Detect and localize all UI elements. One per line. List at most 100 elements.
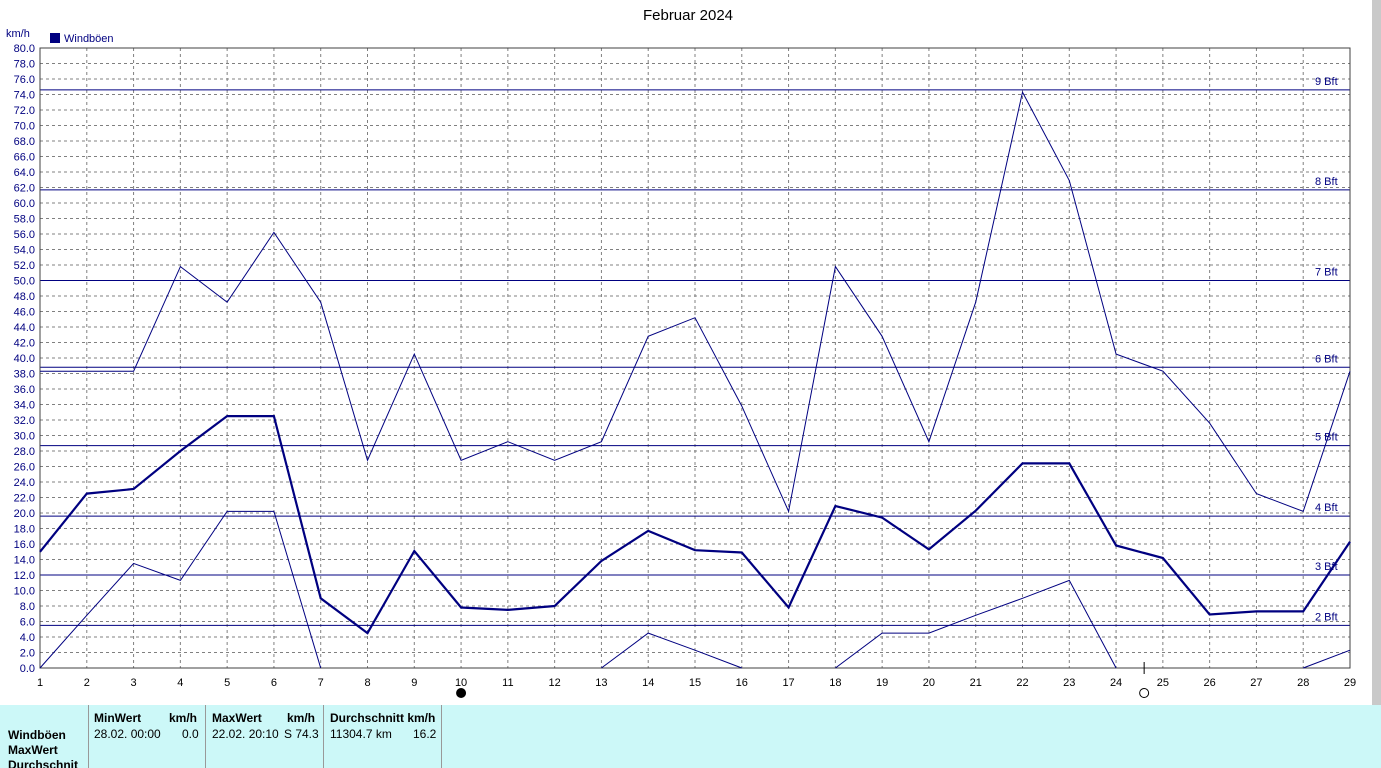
x-tick-label: 21 <box>970 677 982 689</box>
series-line-max <box>40 90 1351 514</box>
series-line-min <box>835 579 1117 669</box>
y-tick-label: 64.0 <box>14 167 35 179</box>
y-tick-label: 30.0 <box>14 431 35 443</box>
stats-min-header: MinWert <box>94 711 142 725</box>
x-tick-label: 9 <box>411 677 417 689</box>
stats-row-label: Durchschnit <box>8 758 79 768</box>
x-tick-label: 13 <box>595 677 607 689</box>
x-tick-label: 16 <box>736 677 748 689</box>
y-tick-label: 2.0 <box>20 648 35 660</box>
y-tick-label: 4.0 <box>20 632 35 644</box>
y-tick-label: 70.0 <box>14 121 35 133</box>
x-tick-label: 20 <box>923 677 935 689</box>
full-moon-icon <box>1139 688 1150 698</box>
beaufort-label: 8 Bft <box>1315 176 1338 188</box>
x-tick-label: 24 <box>1110 677 1122 689</box>
stats-min-value: 0.0 <box>182 727 199 741</box>
x-tick-label: 5 <box>224 677 230 689</box>
stats-min-unit: km/h <box>169 711 198 725</box>
stats-divider <box>323 705 324 768</box>
x-tick-label: 1 <box>37 677 43 689</box>
y-tick-label: 54.0 <box>14 245 35 257</box>
x-tick-label: 8 <box>364 677 370 689</box>
x-tick-label: 11 <box>502 677 513 689</box>
y-tick-label: 52.0 <box>14 260 35 272</box>
stats-panel-edge <box>1372 705 1381 768</box>
x-tick-label: 6 <box>271 677 277 689</box>
x-tick-label: 18 <box>829 677 841 689</box>
stats-divider <box>205 705 206 768</box>
x-tick-label: 22 <box>1016 677 1028 689</box>
beaufort-label: 9 Bft <box>1315 76 1338 88</box>
y-tick-label: 42.0 <box>14 338 35 350</box>
y-tick-label: 28.0 <box>14 446 35 458</box>
y-tick-label: 46.0 <box>14 307 35 319</box>
new-moon-icon <box>456 688 467 698</box>
y-tick-label: 44.0 <box>14 322 35 334</box>
chart-title: Februar 2024 <box>643 7 733 24</box>
beaufort-label: 5 Bft <box>1315 432 1338 444</box>
y-tick-label: 74.0 <box>14 90 35 102</box>
plot-frame <box>39 47 1351 669</box>
beaufort-label: 4 Bft <box>1315 502 1338 514</box>
x-tick-label: 23 <box>1063 677 1075 689</box>
x-tick-label: 29 <box>1344 677 1356 689</box>
series-line-min <box>601 632 742 669</box>
x-tick-label: 27 <box>1250 677 1262 689</box>
y-tick-label: 26.0 <box>14 462 35 474</box>
y-tick-label: 40.0 <box>14 353 35 365</box>
y-tick-label: 48.0 <box>14 291 35 303</box>
x-tick-label: 7 <box>318 677 324 689</box>
beaufort-label: 2 Bft <box>1315 611 1338 623</box>
y-tick-label: 68.0 <box>14 136 35 148</box>
stats-max-unit: km/h <box>287 711 316 725</box>
y-tick-label: 8.0 <box>20 601 35 613</box>
x-tick-label: 10 <box>455 677 467 689</box>
stats-avg-distance: 11304.7 km <box>330 727 392 741</box>
stats-panel: Windböen MaxWert Durchschnit MinWert km/… <box>0 705 1372 768</box>
legend-swatch <box>50 33 60 43</box>
y-tick-label: 6.0 <box>20 617 35 629</box>
y-tick-label: 34.0 <box>14 400 35 412</box>
stats-max-header: MaxWert <box>212 711 262 725</box>
y-tick-label: 18.0 <box>14 524 35 536</box>
x-tick-label: 17 <box>782 677 794 689</box>
series-line-avg <box>39 415 1351 635</box>
y-tick-label: 38.0 <box>14 369 35 381</box>
x-tick-label: 12 <box>549 677 561 689</box>
stats-divider <box>441 705 442 768</box>
y-tick-label: 10.0 <box>14 586 35 598</box>
series-line-min <box>39 510 322 669</box>
y-tick-label: 72.0 <box>14 105 35 117</box>
right-scrollbar <box>1372 0 1381 705</box>
y-tick-label: 20.0 <box>14 508 35 520</box>
y-tick-label: 36.0 <box>14 384 35 396</box>
x-tick-label: 28 <box>1297 677 1309 689</box>
y-tick-label: 56.0 <box>14 229 35 241</box>
stats-avg-header: Durchschnitt km/h <box>330 711 436 725</box>
x-tick-label: 19 <box>876 677 888 689</box>
legend-label: Windböen <box>64 33 114 45</box>
stats-avg-value: 16.2 <box>413 727 437 741</box>
y-tick-label: 50.0 <box>14 276 35 288</box>
y-tick-label: 60.0 <box>14 198 35 210</box>
y-tick-label: 24.0 <box>14 477 35 489</box>
y-tick-label: 0.0 <box>20 663 35 675</box>
y-tick-label: 12.0 <box>14 570 35 582</box>
stats-min-time: 28.02. 00:00 <box>94 727 161 741</box>
stats-row-label: Windböen <box>8 728 66 742</box>
beaufort-label: 7 Bft <box>1315 267 1338 279</box>
stats-max-time: 22.02. 20:10 <box>212 727 279 741</box>
x-tick-label: 26 <box>1204 677 1216 689</box>
series-line-min <box>1303 649 1351 669</box>
y-tick-label: 22.0 <box>14 493 35 505</box>
y-tick-label: 62.0 <box>14 183 35 195</box>
stats-divider <box>88 705 89 768</box>
y-tick-label: 32.0 <box>14 415 35 427</box>
y-tick-label: 76.0 <box>14 74 35 86</box>
beaufort-label: 6 Bft <box>1315 353 1338 365</box>
stats-max-value: S 74.3 <box>284 727 319 741</box>
stats-row-label: MaxWert <box>8 743 58 757</box>
y-tick-label: 66.0 <box>14 152 35 164</box>
